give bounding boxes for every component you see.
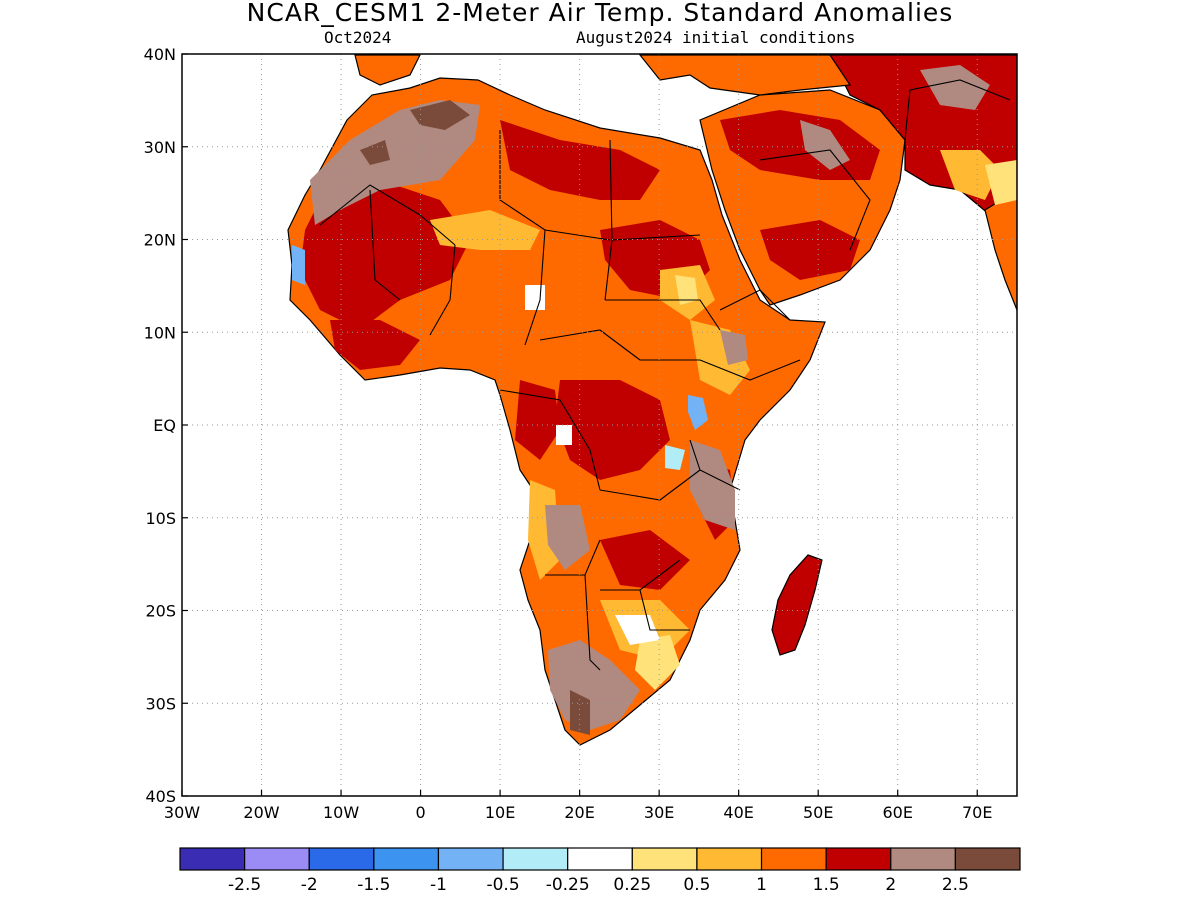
- colorbar-swatch: [437, 847, 504, 871]
- colorbar-swatch: [244, 847, 310, 871]
- colorbar-label: -0.25: [546, 875, 590, 895]
- lon-tick-label: 0: [415, 803, 425, 822]
- colorbar-label: -0.5: [486, 875, 519, 895]
- lon-tick-label: 50E: [803, 803, 833, 822]
- lat-tick-label: 10S: [145, 509, 176, 528]
- lat-tick-label: 30N: [144, 138, 176, 157]
- lon-tick-label: 10E: [485, 803, 515, 822]
- colorbar-label: 1.5: [813, 875, 840, 895]
- colorbar-swatch: [502, 847, 569, 871]
- lat-tick-label: 30S: [145, 694, 176, 713]
- colorbar-swatch: [954, 847, 1021, 871]
- lon-tick-label: 10W: [323, 803, 359, 822]
- colorbar-label: 0.5: [683, 875, 710, 895]
- colorbar-label: -1: [430, 875, 447, 895]
- lon-tick-label: 70E: [962, 803, 992, 822]
- colorbar-swatch: [696, 847, 763, 871]
- latitude-axis: 40N 30N 20N 10N EQ 10S 20S 30S 40S: [144, 45, 188, 806]
- longitude-axis: 30W 20W 10W 0 10E 20E 30E 40E 50E 60E 70E: [164, 790, 992, 822]
- lon-tick-label: 60E: [882, 803, 912, 822]
- lat-tick-label: 40S: [145, 787, 176, 806]
- map-title: NCAR_CESM1 2-Meter Air Temp. Standard An…: [246, 0, 954, 27]
- india-fringe: [984, 189, 1017, 311]
- colorbar-label: -2.5: [228, 875, 261, 895]
- colorbar-label: 1: [756, 875, 767, 895]
- anomaly-patches: [292, 65, 1017, 735]
- colorbar-swatch: [631, 847, 698, 871]
- colorbar-swatch: [373, 847, 440, 871]
- colorbar-label: -1.5: [357, 875, 390, 895]
- colorbar-swatch: [308, 847, 375, 871]
- colorbar-label: 2.5: [942, 875, 969, 895]
- lon-tick-label: 20W: [243, 803, 279, 822]
- europe-fringe: [638, 54, 852, 96]
- lon-tick-label: 30E: [644, 803, 674, 822]
- country-borders: [319, 79, 1011, 671]
- lon-tick-label: 30W: [164, 803, 200, 822]
- lat-tick-label: 40N: [144, 45, 176, 64]
- lat-tick-label: 20S: [145, 602, 176, 621]
- lat-tick-label: 10N: [144, 323, 176, 342]
- madagascar: [771, 554, 823, 656]
- lat-tick-label: 20N: [144, 231, 176, 250]
- colorbar-swatch: [890, 847, 956, 871]
- colorbar-swatch: [760, 847, 827, 871]
- colorbar-swatch: [567, 847, 633, 871]
- iberia-fringe: [354, 54, 421, 86]
- forecast-month: Oct2024: [324, 28, 392, 47]
- colorbar-label: 2: [885, 875, 896, 895]
- initial-conditions: August2024 initial conditions: [576, 28, 856, 47]
- colorbar-swatch: [825, 847, 892, 871]
- lon-tick-label: 20E: [564, 803, 594, 822]
- colorbar-label: -2: [301, 875, 318, 895]
- colorbar-swatch: [179, 847, 246, 871]
- lat-tick-label: EQ: [153, 416, 176, 435]
- colorbar: -2.5 -2 -1.5 -1 -0.5 -0.25 0.25 0.5 1 1.5 2 2.5: [179, 847, 1021, 895]
- lon-tick-label: 40E: [723, 803, 753, 822]
- colorbar-label: 0.25: [613, 875, 651, 895]
